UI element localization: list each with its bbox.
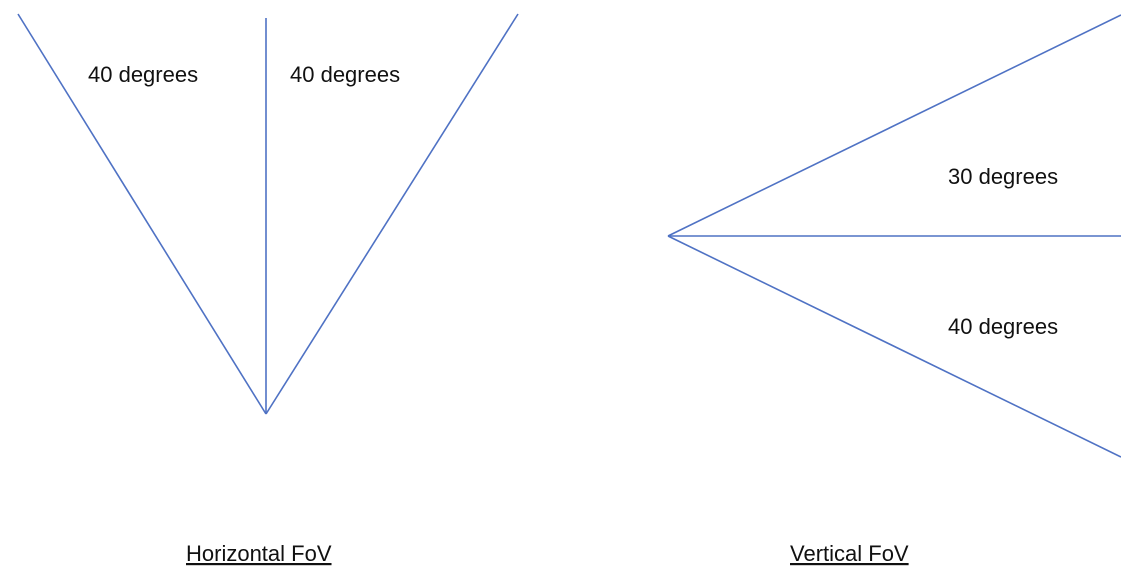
vertical-fov-group: 30 degrees 40 degrees Vertical FoV bbox=[667, 14, 1121, 566]
vertical-upper-angle-label: 30 degrees bbox=[948, 164, 1058, 189]
vertical-lower-angle-label: 40 degrees bbox=[948, 314, 1058, 339]
horizontal-right-angle-label: 40 degrees bbox=[290, 62, 400, 87]
horizontal-fov-group: 40 degrees 40 degrees Horizontal FoV bbox=[17, 13, 519, 566]
vertical-upper-ray bbox=[667, 14, 1121, 237]
horizontal-fov-caption: Horizontal FoV bbox=[186, 541, 332, 566]
vertical-fov-caption: Vertical FoV bbox=[790, 541, 909, 566]
vertical-lower-ray bbox=[667, 235, 1121, 458]
horizontal-left-angle-label: 40 degrees bbox=[88, 62, 198, 87]
horizontal-right-ray bbox=[265, 13, 519, 415]
horizontal-left-ray bbox=[17, 13, 267, 415]
